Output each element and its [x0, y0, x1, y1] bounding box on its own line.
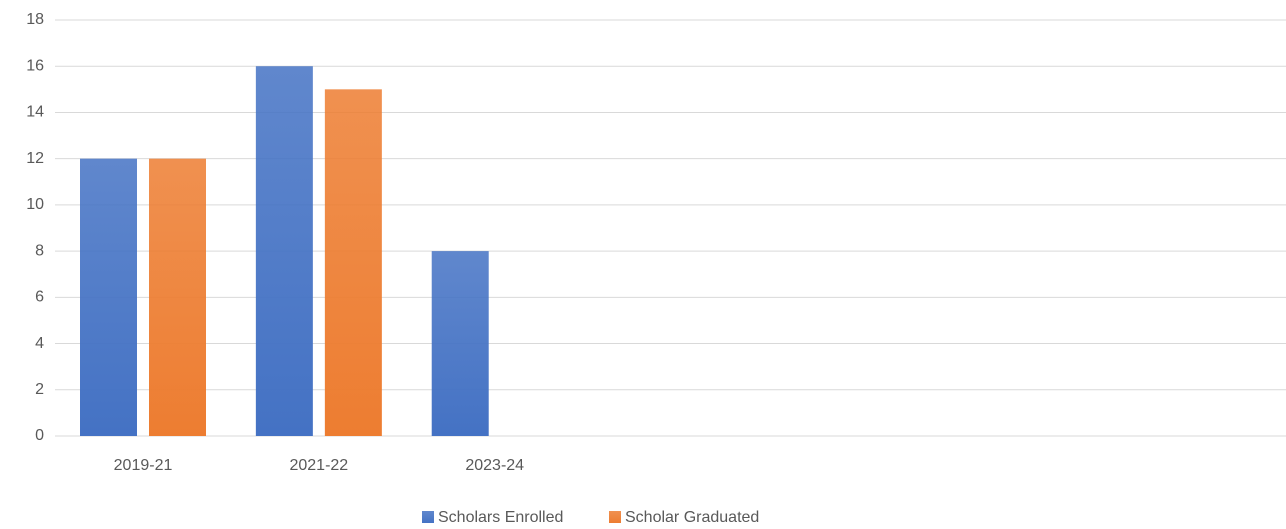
y-tick-label: 4 [35, 335, 44, 352]
legend-label: Scholars Enrolled [438, 509, 563, 526]
y-tick-label: 18 [26, 11, 44, 28]
bar [431, 251, 489, 436]
bar [324, 89, 382, 436]
bar [149, 158, 206, 436]
y-tick-label: 10 [26, 196, 44, 213]
legend-swatch [422, 511, 434, 523]
y-tick-label: 2 [35, 381, 44, 398]
bar [80, 158, 137, 436]
y-tick-label: 14 [26, 104, 44, 121]
x-tick-label: 2021-22 [289, 457, 348, 474]
y-tick-label: 12 [26, 150, 44, 167]
x-tick-label: 2023-24 [465, 457, 524, 474]
x-tick-label: 2019-21 [114, 457, 173, 474]
bar [255, 66, 313, 436]
y-tick-label: 8 [35, 242, 44, 259]
y-tick-label: 6 [35, 289, 44, 306]
y-tick-label: 0 [35, 427, 44, 444]
legend-label: Scholar Graduated [625, 509, 759, 526]
legend-swatch [609, 511, 621, 523]
y-tick-label: 16 [26, 57, 44, 74]
